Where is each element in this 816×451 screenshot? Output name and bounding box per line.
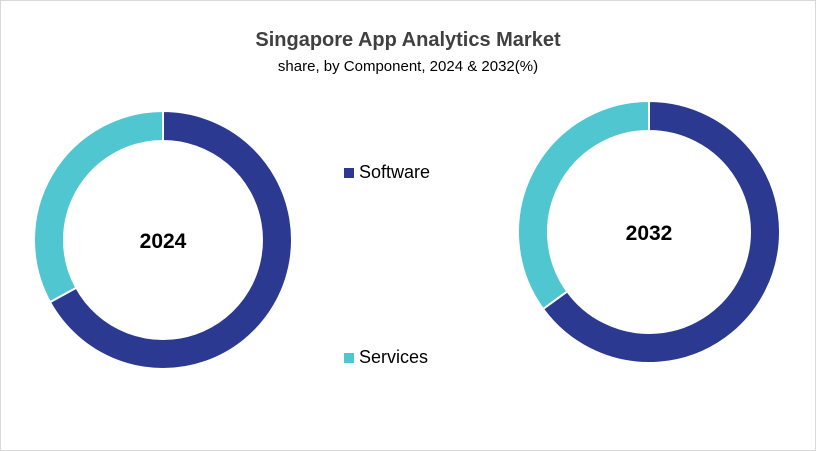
donut-slice-2024-software [48,109,293,370]
donut-center-label-2024: 2024 [140,230,187,253]
donut-slice-2032-software [541,99,781,364]
chart-title: Singapore App Analytics Market [255,29,561,51]
legend-swatch-software [344,167,354,178]
chart-subtitle: share, by Component, 2024 & 2032(%) [277,58,539,75]
donut-slice-2032-services [517,99,650,311]
donut-center-label-2032: 2032 [626,222,673,245]
legend-label-services: Services [359,347,429,367]
legend-item-services: Services [344,347,428,368]
legend-item-software: Software [344,162,430,183]
legend-label-software: Software [359,162,431,182]
donut-slice-2024-services [33,109,164,304]
legend-swatch-services [344,352,354,363]
